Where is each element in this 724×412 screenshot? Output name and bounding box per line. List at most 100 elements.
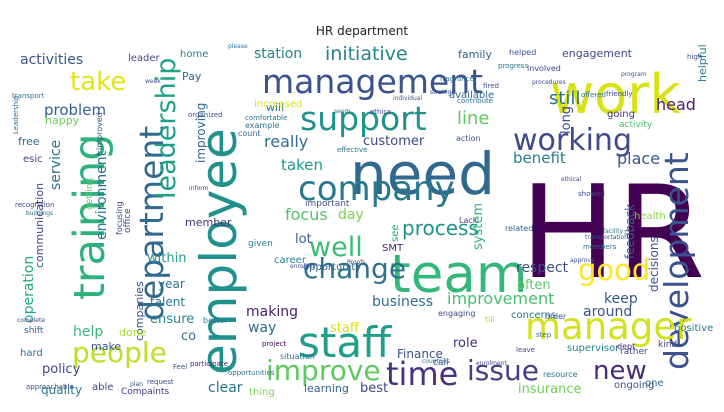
word-contribute: contribute: [457, 97, 493, 105]
word-leadership: Leadership: [12, 95, 20, 134]
word-activity: activity: [619, 120, 653, 130]
word-new: new: [593, 356, 647, 386]
word-ethical: ethical: [561, 176, 581, 183]
word-compaints: Compaints: [121, 387, 170, 397]
word-really: really: [264, 132, 308, 151]
word-strategic: strategic: [430, 89, 456, 96]
word-members: members: [583, 243, 617, 251]
word-fragrance: fragrance: [440, 75, 474, 83]
word-improvement: improvement: [447, 289, 554, 308]
word-finance: Finance: [397, 347, 443, 361]
word-thing: thing: [249, 387, 275, 398]
word-progress: progress: [498, 62, 529, 70]
word-buildings: buildings: [26, 210, 53, 217]
word-learning: learning: [304, 382, 349, 395]
word-feel: Feel: [173, 363, 187, 371]
word-lot: lot: [295, 232, 312, 247]
word-increased: increased: [254, 99, 303, 110]
word-concerns: concerns: [511, 310, 556, 321]
word-call: call: [433, 358, 448, 368]
word-showed: showed: [578, 190, 605, 198]
word-hard: hard: [20, 348, 43, 359]
word-related: related: [505, 224, 533, 233]
word-company: company: [298, 169, 455, 209]
word-approachable: approachable: [26, 383, 74, 391]
word-rather: rather: [620, 347, 648, 357]
word-one: one: [645, 378, 664, 389]
word-enrolment: enrolment: [476, 360, 508, 367]
word-better: better: [203, 316, 228, 325]
word-office: office: [123, 208, 133, 233]
word-support: support: [300, 99, 427, 138]
word-important: important: [305, 199, 350, 209]
word-day: day: [338, 207, 364, 223]
word-often: often: [517, 278, 551, 293]
word-ethics: ethics: [370, 108, 391, 116]
word-positive: positive: [674, 323, 713, 334]
word-activities: activities: [20, 52, 83, 68]
word-facility: facility: [603, 228, 623, 235]
word-line: line: [457, 108, 489, 129]
word-count: count: [238, 129, 261, 138]
word-policy: policy: [42, 362, 81, 377]
word-getting: getting: [85, 178, 95, 210]
word-opportunity: opportunity: [303, 262, 361, 273]
word-procedures: procedures: [532, 79, 566, 86]
word-kind: kind: [658, 340, 677, 350]
word-management: management: [262, 62, 483, 101]
word-ongoing: ongoing: [614, 380, 654, 391]
word-happy: happy: [45, 114, 80, 127]
word-inform: inform: [189, 185, 209, 192]
word-done: done: [119, 326, 147, 339]
word-improving: improving: [194, 103, 208, 163]
word-focus: focus: [285, 205, 328, 224]
word-project: project: [262, 340, 287, 348]
word-companies: companies: [133, 281, 146, 341]
word-feedback: feedback: [623, 204, 637, 259]
word-esic: esic: [23, 154, 43, 165]
word-station: station: [254, 46, 302, 62]
word-take: take: [70, 67, 126, 97]
word-helped: helped: [509, 48, 536, 57]
word-smt: SMT: [382, 243, 404, 254]
word-taken: taken: [281, 156, 323, 174]
word-improve: improve: [266, 354, 381, 387]
word-involved: involved: [527, 64, 561, 73]
word-available: available: [449, 90, 494, 101]
word-way: way: [248, 320, 276, 336]
word-customer: customer: [363, 134, 425, 149]
word-see: see: [390, 224, 401, 242]
word-system: system: [471, 203, 486, 250]
word-lack: Lack: [459, 216, 478, 225]
word-health: health: [634, 211, 666, 222]
word-will: will: [266, 101, 284, 114]
word-development: development: [657, 152, 696, 370]
word-recognition: recognition: [15, 201, 54, 209]
word-best: best: [360, 381, 388, 396]
word-help: help: [73, 324, 103, 340]
word-operation: operation: [21, 256, 37, 323]
word-family: family: [458, 48, 492, 61]
word-opportunities: opportunities: [228, 369, 275, 377]
word-initiative: initiative: [325, 43, 408, 65]
word-participate: participate: [190, 360, 228, 368]
word-countries: countries: [422, 358, 450, 365]
word-individual: individual: [393, 95, 422, 102]
word-offered: offered: [581, 91, 606, 99]
word-ensure: ensure: [150, 312, 194, 327]
word-helpful: helpful: [696, 44, 709, 82]
word-team: team: [390, 244, 528, 305]
word-leader: leader: [128, 53, 161, 64]
word-week: week: [145, 78, 161, 85]
word-able: able: [92, 382, 113, 393]
word-business: business: [372, 294, 433, 310]
word-supervisor: supervisor: [567, 343, 620, 354]
word-order: order: [545, 312, 567, 321]
word-leadership: leadership: [151, 58, 182, 199]
word-please: please: [228, 43, 248, 50]
word-high: high: [687, 53, 702, 61]
word-fired: fired: [483, 82, 499, 90]
word-organized: organized: [188, 111, 223, 119]
word-working: working: [513, 123, 632, 158]
